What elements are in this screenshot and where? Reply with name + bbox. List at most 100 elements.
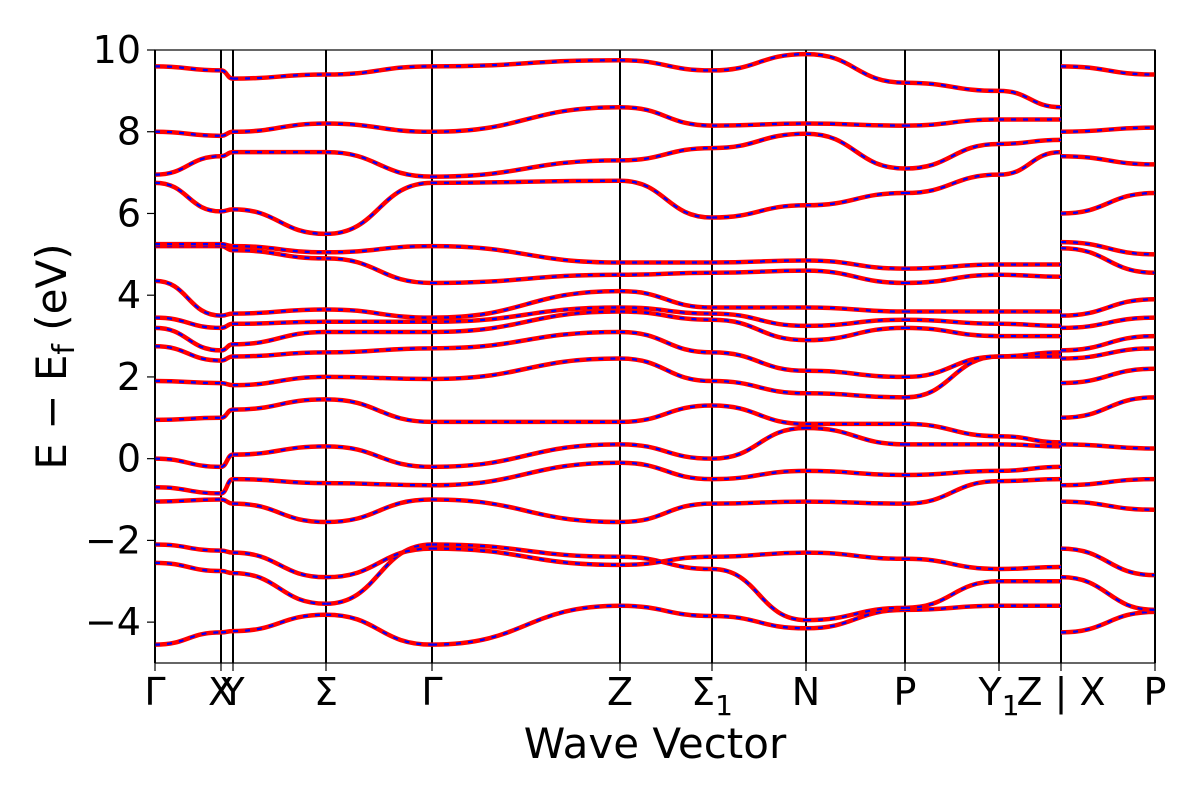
band-segment [998,433,1062,445]
band-segment-overlay [155,155,222,176]
band-segment-overlay [904,422,1000,438]
band-series [155,239,1155,271]
x-tick-label: X [208,670,234,714]
y-axis-title: E − Ef (eV) [27,243,82,469]
band-segment-overlay [1060,334,1155,352]
band-segment-overlay [220,322,234,329]
band-segment-overlay [805,392,906,399]
band-segment-overlay [1060,65,1155,76]
band-segment-overlay [325,613,433,646]
band-segment-overlay [1060,191,1155,215]
band-lines [155,51,1155,647]
band-segment-overlay [1060,547,1155,577]
band-segment-overlay [220,478,234,495]
band-segment-overlay [711,259,807,264]
band-series [155,104,1155,139]
band-segment-overlay [805,326,906,342]
band-segment-overlay [232,571,327,605]
band-segment-overlay [1060,316,1155,329]
band-segment-overlay [711,614,807,630]
band-segment [619,603,713,619]
band-segment [805,131,906,171]
band-segment-overlay [711,500,807,505]
band-segment-overlay [805,469,906,477]
band-segment-overlay [325,181,433,235]
x-tick-label: N [792,670,820,714]
band-segment [619,104,713,128]
band-segment-overlay [805,269,906,285]
band-segment-overlay [711,426,807,460]
band-segment-overlay [220,312,234,317]
band-segment-overlay [325,347,433,354]
band-segment [904,556,1000,572]
band-segment-overlay [220,498,234,505]
band-segment [232,501,327,525]
band-segment-overlay [1060,247,1155,274]
band-series [155,354,1155,400]
band-segment [619,356,713,384]
band-segment-overlay [232,73,327,80]
band-segment-overlay [232,308,327,315]
band-segment-overlay [619,404,713,423]
band-segment [155,542,222,553]
band-series [155,425,1155,470]
band-segment-overlay [805,551,906,560]
band-segment-overlay [431,59,621,68]
band-segment [619,288,713,310]
band-segment-overlay [1060,240,1155,256]
band-segment-overlay [232,245,327,254]
y-tick-label: −4 [85,600,141,644]
band-segment-overlay [325,308,433,319]
band-segment [619,329,713,355]
band-segment [232,329,327,347]
band-segment-overlay [1060,443,1155,450]
band-segment [155,415,222,423]
band-segment-overlay [155,345,222,362]
band-segment-overlay [619,555,713,567]
band-segment-overlay [155,326,222,352]
y-tick-label: −2 [85,518,141,562]
band-segment-overlay [1060,396,1155,419]
band-segment-overlay [325,375,433,381]
band-segment-overlay [904,173,1000,195]
band-segment-overlay [904,263,1000,270]
band-segment [431,329,621,351]
band-series [155,305,1155,331]
y-axis-title-main: E − E [27,355,76,470]
band-segment-overlay [619,106,713,127]
band-segment [619,460,713,482]
band-segment-overlay [325,498,433,524]
x-tick-label: Σ [314,670,338,714]
band-segment-overlay [904,142,1000,170]
band-segment-overlay [431,106,621,133]
x-tick-label: Z [607,670,633,714]
band-segment [619,145,713,163]
band-segment-overlay [904,273,1000,285]
band-segment-overlay [220,381,234,387]
band-segment-overlay [431,461,621,487]
band-segment-overlay [619,290,713,309]
x-tick-label: Γ [144,670,165,714]
band-segment [232,612,327,634]
band-segment-overlay [325,245,433,254]
band-segment [998,88,1062,110]
band-segment-overlay [220,549,234,554]
band-segment [155,64,222,73]
band-segment-overlay [619,146,713,162]
band-segment-overlay [1060,576,1155,611]
band-segment-overlay [431,443,621,468]
band-segment-overlay [1060,610,1155,634]
band-segment-overlay [325,482,433,487]
band-segment-overlay [220,243,234,248]
band-segment-overlay [619,306,713,315]
band-segment-overlay [711,567,807,622]
y-axis: −4 −2 0 2 4 6 8 10 [85,28,155,644]
band-segment [619,57,713,73]
band-segment-overlay [619,330,713,354]
band-segment-overlay [220,69,234,80]
x-tick-label: Σ1 [691,670,733,722]
band-segment-overlay [431,290,621,319]
band-segment [998,137,1062,147]
band-segment [155,154,222,177]
